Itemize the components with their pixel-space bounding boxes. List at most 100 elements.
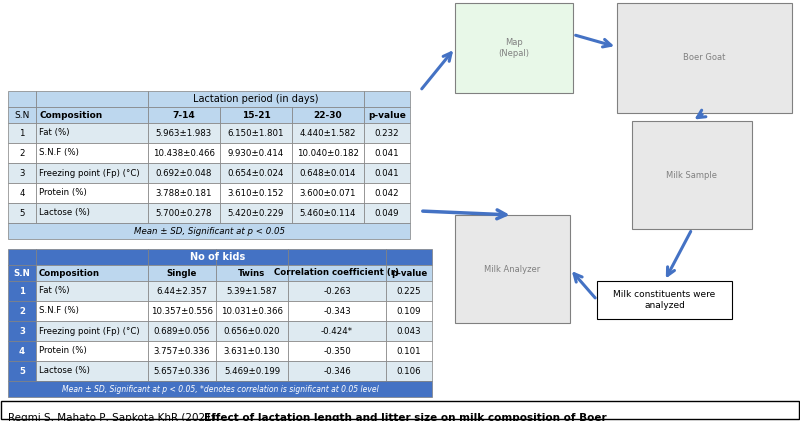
FancyBboxPatch shape <box>148 361 216 381</box>
Text: Protein (%): Protein (%) <box>39 346 86 355</box>
Text: 0.106: 0.106 <box>397 367 422 376</box>
Text: -0.424*: -0.424* <box>321 327 353 336</box>
FancyBboxPatch shape <box>148 183 220 203</box>
FancyBboxPatch shape <box>220 143 292 163</box>
Text: 0.043: 0.043 <box>397 327 422 336</box>
Text: 3.757±0.336: 3.757±0.336 <box>154 346 210 355</box>
Text: 2: 2 <box>19 306 25 315</box>
FancyBboxPatch shape <box>1 401 799 419</box>
FancyBboxPatch shape <box>8 91 36 107</box>
Text: -0.343: -0.343 <box>323 306 351 315</box>
Text: 4: 4 <box>19 189 25 197</box>
Text: S.N: S.N <box>14 110 30 120</box>
Text: Mean ± SD, Significant at p < 0.05, *denotes correlation is significant at 0.05 : Mean ± SD, Significant at p < 0.05, *den… <box>62 384 378 394</box>
Text: Boer Goat: Boer Goat <box>683 53 726 62</box>
FancyBboxPatch shape <box>364 123 410 143</box>
FancyBboxPatch shape <box>386 321 432 341</box>
FancyBboxPatch shape <box>617 3 792 113</box>
Text: 3.788±0.181: 3.788±0.181 <box>156 189 212 197</box>
FancyBboxPatch shape <box>220 183 292 203</box>
FancyBboxPatch shape <box>8 163 36 183</box>
FancyBboxPatch shape <box>386 281 432 301</box>
FancyBboxPatch shape <box>216 361 288 381</box>
Text: 3.631±0.130: 3.631±0.130 <box>224 346 280 355</box>
FancyBboxPatch shape <box>148 91 364 107</box>
FancyBboxPatch shape <box>148 265 216 281</box>
Text: 0.648±0.014: 0.648±0.014 <box>300 168 356 178</box>
FancyBboxPatch shape <box>216 341 288 361</box>
FancyBboxPatch shape <box>148 203 220 223</box>
FancyBboxPatch shape <box>36 107 148 123</box>
Text: Milk Sample: Milk Sample <box>666 171 718 179</box>
Text: Single: Single <box>167 269 197 277</box>
Text: 3.600±0.071: 3.600±0.071 <box>300 189 356 197</box>
FancyBboxPatch shape <box>292 203 364 223</box>
Text: -0.350: -0.350 <box>323 346 351 355</box>
Text: Protein (%): Protein (%) <box>39 189 86 197</box>
FancyBboxPatch shape <box>292 143 364 163</box>
Text: Fat (%): Fat (%) <box>39 128 70 138</box>
FancyBboxPatch shape <box>8 143 36 163</box>
Text: S.N.F (%): S.N.F (%) <box>39 306 79 315</box>
FancyBboxPatch shape <box>8 123 36 143</box>
FancyBboxPatch shape <box>36 301 148 321</box>
Text: p-value: p-value <box>391 269 427 277</box>
Text: 0.041: 0.041 <box>374 168 399 178</box>
Text: 0.109: 0.109 <box>397 306 422 315</box>
FancyBboxPatch shape <box>455 215 570 323</box>
Text: Composition: Composition <box>39 269 100 277</box>
FancyBboxPatch shape <box>8 249 36 265</box>
Text: 7-14: 7-14 <box>173 110 195 120</box>
FancyBboxPatch shape <box>36 281 148 301</box>
Text: 5: 5 <box>19 367 25 376</box>
FancyBboxPatch shape <box>597 281 732 319</box>
Text: 5.963±1.983: 5.963±1.983 <box>156 128 212 138</box>
Text: 0.689±0.056: 0.689±0.056 <box>154 327 210 336</box>
FancyBboxPatch shape <box>288 249 386 265</box>
FancyBboxPatch shape <box>36 249 148 265</box>
FancyBboxPatch shape <box>148 249 216 265</box>
FancyBboxPatch shape <box>364 143 410 163</box>
Text: Twins: Twins <box>238 269 266 277</box>
Text: 4.440±1.582: 4.440±1.582 <box>300 128 356 138</box>
Text: 6.150±1.801: 6.150±1.801 <box>228 128 284 138</box>
FancyBboxPatch shape <box>288 301 386 321</box>
FancyBboxPatch shape <box>288 321 386 341</box>
FancyBboxPatch shape <box>632 121 752 229</box>
FancyBboxPatch shape <box>216 265 288 281</box>
FancyBboxPatch shape <box>220 163 292 183</box>
Text: S.N.F (%): S.N.F (%) <box>39 149 79 157</box>
FancyBboxPatch shape <box>220 203 292 223</box>
Text: 0.225: 0.225 <box>397 287 422 296</box>
Text: 0.692±0.048: 0.692±0.048 <box>156 168 212 178</box>
Text: 5.469±0.199: 5.469±0.199 <box>224 367 280 376</box>
Text: Lactation period (in days): Lactation period (in days) <box>194 94 318 104</box>
Text: 4: 4 <box>19 346 25 355</box>
FancyBboxPatch shape <box>220 123 292 143</box>
FancyBboxPatch shape <box>288 281 386 301</box>
Text: Milk constituents were
analyzed: Milk constituents were analyzed <box>614 290 716 310</box>
FancyBboxPatch shape <box>386 341 432 361</box>
FancyBboxPatch shape <box>36 183 148 203</box>
FancyBboxPatch shape <box>8 381 432 397</box>
Text: No of kids: No of kids <box>190 252 246 262</box>
Text: 5.39±1.587: 5.39±1.587 <box>226 287 278 296</box>
FancyBboxPatch shape <box>36 123 148 143</box>
FancyBboxPatch shape <box>36 163 148 183</box>
Text: 9.930±0.414: 9.930±0.414 <box>228 149 284 157</box>
FancyBboxPatch shape <box>148 123 220 143</box>
Text: 2: 2 <box>19 149 25 157</box>
Text: Correlation coefficient (r): Correlation coefficient (r) <box>274 269 399 277</box>
Text: Effect of lactation length and litter size on milk composition of Boer: Effect of lactation length and litter si… <box>204 413 606 421</box>
FancyBboxPatch shape <box>8 301 36 321</box>
Text: 5.657±0.336: 5.657±0.336 <box>154 367 210 376</box>
FancyBboxPatch shape <box>36 361 148 381</box>
FancyBboxPatch shape <box>364 107 410 123</box>
FancyBboxPatch shape <box>292 107 364 123</box>
FancyBboxPatch shape <box>148 163 220 183</box>
Text: Lactose (%): Lactose (%) <box>39 208 90 218</box>
Text: 3: 3 <box>19 168 25 178</box>
Text: 1: 1 <box>19 287 25 296</box>
Text: 0.042: 0.042 <box>374 189 399 197</box>
FancyBboxPatch shape <box>386 301 432 321</box>
